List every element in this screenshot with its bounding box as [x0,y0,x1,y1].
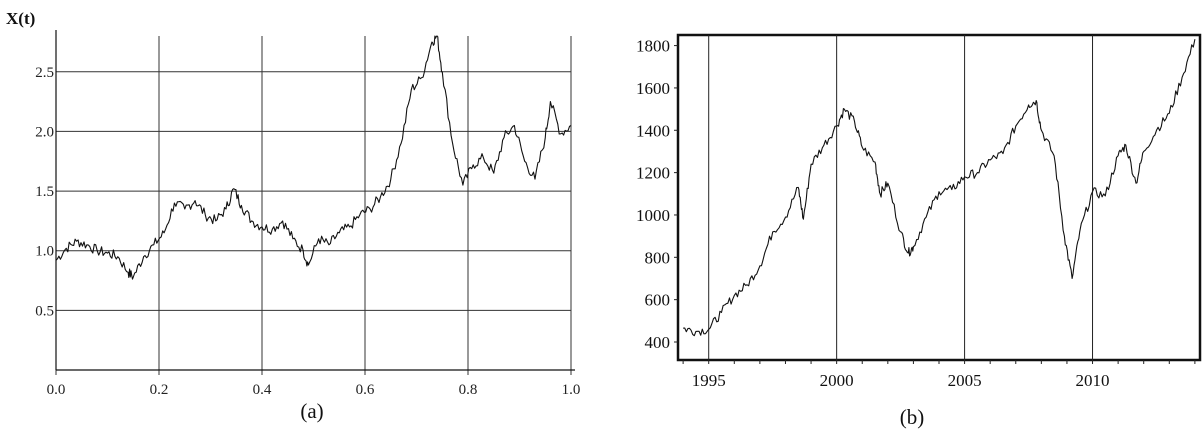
y-tick-label: 1600 [636,79,670,98]
series-line [55,35,572,280]
y-tick-label: 800 [645,248,671,267]
y-tick-label: 1.5 [35,184,54,200]
y-axis-label: X(t) [6,9,35,28]
chart-a: 0.00.20.40.60.81.00.51.01.52.02.5X(t)t(a… [6,9,581,423]
caption-a: (a) [300,399,323,423]
x-tick-label: 0.0 [47,382,66,398]
y-tick-label: 1.0 [35,244,54,260]
series-line [683,39,1196,337]
caption-b: (b) [900,405,925,429]
x-tick-label: 0.8 [459,382,478,398]
x-tick-label: 1.0 [562,382,581,398]
plot-frame [676,33,1202,362]
y-tick-label: 1200 [636,164,670,183]
x-tick-label: 2000 [820,371,854,390]
y-tick-label: 1000 [636,206,670,225]
y-tick-label: 400 [645,333,671,352]
x-tick-label: 0.4 [253,382,272,398]
x-tick-label: 1995 [692,371,726,390]
y-tick-label: 0.5 [35,303,54,319]
y-tick-label: 2.0 [35,124,54,140]
y-tick-label: 2.5 [35,65,54,81]
y-tick-label: 1800 [636,37,670,56]
x-tick-label: 0.2 [150,382,169,398]
x-tick-label: 2005 [948,371,982,390]
x-tick-label: 2010 [1076,371,1110,390]
x-tick-label: 0.6 [356,382,375,398]
y-tick-label: 1400 [636,121,670,140]
y-tick-label: 600 [645,291,671,310]
